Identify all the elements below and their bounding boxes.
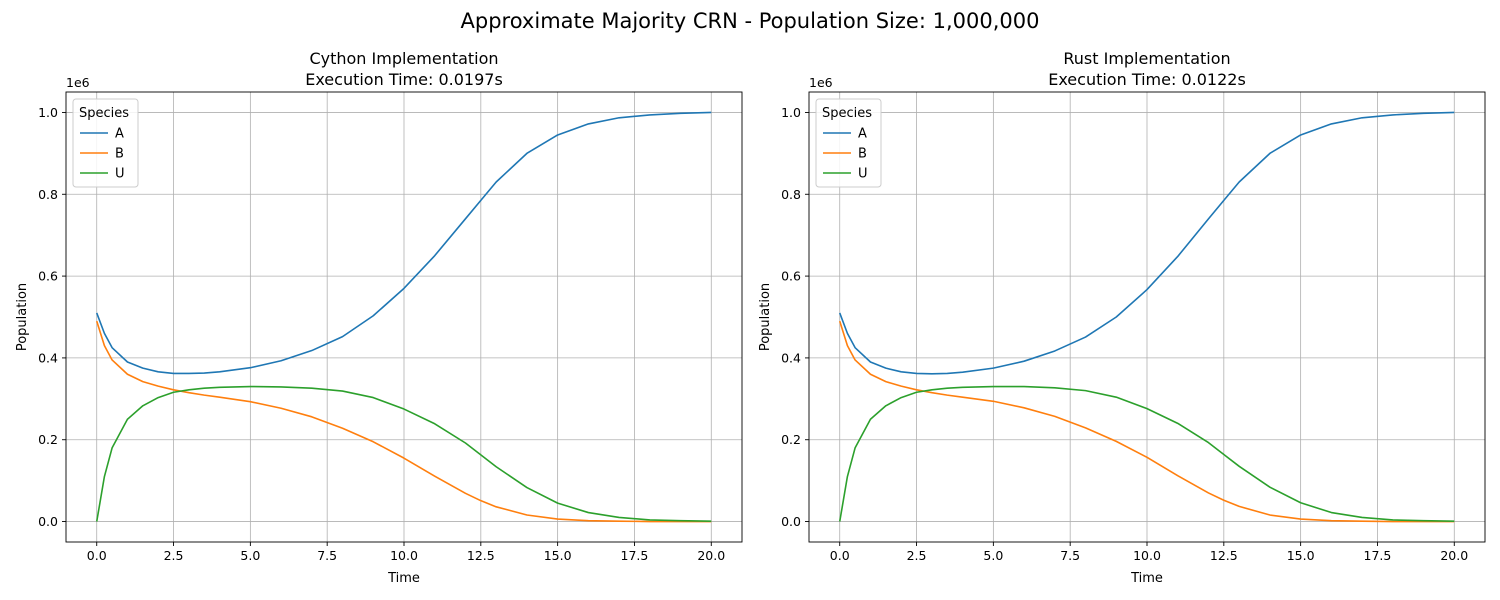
y-tick-label: 1.0 xyxy=(781,105,801,120)
x-axis-label: Time xyxy=(1130,571,1163,586)
x-tick-label: 0.0 xyxy=(87,548,107,563)
legend-box xyxy=(815,98,882,188)
x-axis-label: Time xyxy=(387,571,420,586)
series-line-A xyxy=(95,111,712,375)
x-tick-label: 7.5 xyxy=(1060,548,1080,563)
y-tick-label: 0.8 xyxy=(781,187,801,202)
y-offset-label: 1e6 xyxy=(66,75,90,90)
y-tick-label: 1.0 xyxy=(38,105,58,120)
y-axis-label: Population xyxy=(15,283,30,351)
y-axis-label: Population xyxy=(758,283,773,351)
x-tick-label: 15.0 xyxy=(1287,548,1315,563)
x-tick-label: 2.5 xyxy=(164,548,184,563)
chart-subtitle: Execution Time: 0.0197s xyxy=(305,70,503,89)
y-offset-label: 1e6 xyxy=(809,75,833,90)
chart-subtitle: Execution Time: 0.0122s xyxy=(1048,70,1246,89)
x-tick-label: 10.0 xyxy=(390,548,418,563)
legend-title: Species xyxy=(822,106,872,121)
legend-label-B: B xyxy=(115,147,124,162)
legend-label-A: A xyxy=(115,127,124,142)
legend-label-U: U xyxy=(858,167,868,182)
y-tick-label: 0.4 xyxy=(781,350,801,365)
chart-panels: 0.0 2.5 5.0 7.5 10.0 12.5 15.0 17.5 20.0 0.0 0.2 0.… xyxy=(15,49,1486,586)
legend-label-U: U xyxy=(115,167,125,182)
x-tick-label: 7.5 xyxy=(317,548,337,563)
x-tick-label: 17.5 xyxy=(621,548,649,563)
x-tick-label: 20.0 xyxy=(697,548,725,563)
y-tick-label: 0.8 xyxy=(38,187,58,202)
series-line-A xyxy=(838,111,1455,375)
chart-title: Cython Implementation xyxy=(309,49,498,68)
series-line-U xyxy=(95,385,712,522)
figure-suptitle: Approximate Majority CRN - Population Si… xyxy=(461,9,1040,33)
y-tick-label: 0.2 xyxy=(781,432,801,447)
x-tick-label: 20.0 xyxy=(1440,548,1468,563)
y-tick-label: 0.2 xyxy=(38,432,58,447)
chart-title: Rust Implementation xyxy=(1063,49,1230,68)
legend-label-A: A xyxy=(858,127,867,142)
series-line-B xyxy=(95,320,712,523)
legend: Species ABU xyxy=(815,98,882,188)
x-tick-label: 15.0 xyxy=(544,548,572,563)
x-tick-label: 12.5 xyxy=(467,548,495,563)
chart-panel-2: 0.0 2.5 5.0 7.5 10.0 12.5 15.0 17.5 20.0 0.0 0.2 0.… xyxy=(758,49,1486,586)
y-tick-label: 0.4 xyxy=(38,350,58,365)
x-tick-label: 0.0 xyxy=(830,548,850,563)
legend-box xyxy=(72,98,139,188)
legend-label-B: B xyxy=(858,147,867,162)
x-tick-label: 12.5 xyxy=(1210,548,1238,563)
x-tick-label: 5.0 xyxy=(983,548,1003,563)
y-tick-label: 0.0 xyxy=(38,514,58,529)
series-line-B xyxy=(838,320,1455,523)
legend-title: Species xyxy=(79,106,129,121)
x-tick-label: 10.0 xyxy=(1133,548,1161,563)
y-tick-label: 0.6 xyxy=(781,269,801,284)
y-tick-label: 0.6 xyxy=(38,269,58,284)
chart-panel-1: 0.0 2.5 5.0 7.5 10.0 12.5 15.0 17.5 20.0 0.0 0.2 0.… xyxy=(15,49,743,586)
series-line-U xyxy=(838,385,1455,522)
legend: Species ABU xyxy=(72,98,139,188)
y-tick-label: 0.0 xyxy=(781,514,801,529)
x-tick-label: 2.5 xyxy=(907,548,927,563)
x-tick-label: 5.0 xyxy=(240,548,260,563)
x-tick-label: 17.5 xyxy=(1364,548,1392,563)
